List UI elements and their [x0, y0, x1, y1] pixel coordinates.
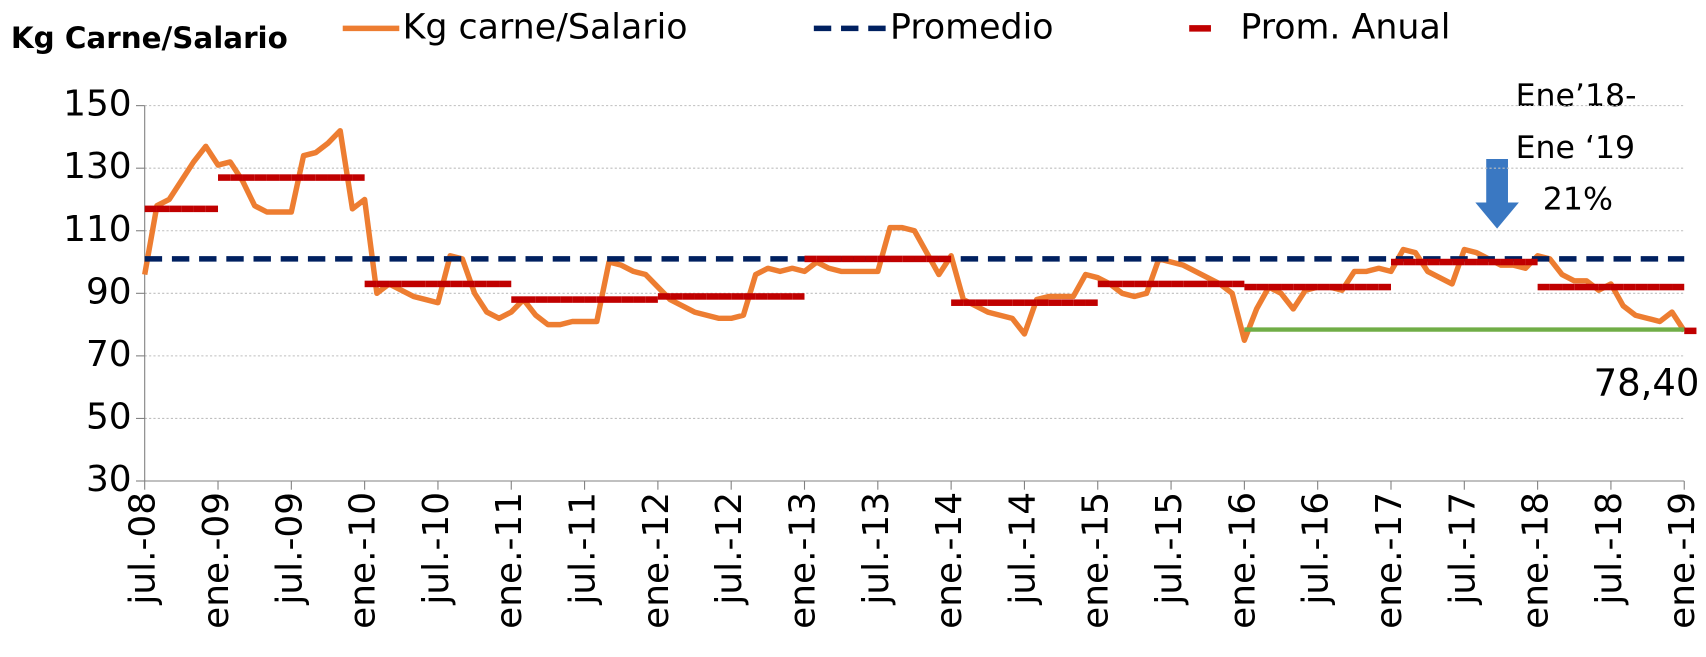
x-tick-label: jul.-08	[123, 492, 164, 606]
x-tick-label: ene.-13	[783, 492, 824, 629]
x-tick-label: ene.-17	[1369, 492, 1410, 629]
x-tick-label: ene.-10	[343, 492, 384, 629]
x-tick-label: jul.-16	[1296, 492, 1337, 606]
x-tick-label: ene.-15	[1076, 492, 1117, 629]
x-tick-label: jul.-12	[709, 492, 750, 606]
x-tick-label: jul.-14	[1002, 492, 1043, 606]
y-tick-label: 130	[63, 146, 132, 187]
x-tick-label: ene.-14	[929, 492, 970, 629]
legend-label: Kg carne/Salario	[403, 7, 688, 47]
x-tick-label: ene.-12	[636, 492, 677, 629]
x-tick-label: ene.-19	[1662, 492, 1703, 629]
data-line	[142, 127, 1687, 343]
x-tick-label: ene.-18	[1516, 492, 1557, 629]
x-tick-label: jul.-11	[563, 492, 604, 606]
x-tick-label: ene.-09	[196, 492, 237, 629]
x-tick-label: ene.-11	[489, 492, 530, 629]
legend-label: Prom. Anual	[1240, 7, 1450, 47]
annotation: Ene ‘19	[1516, 130, 1636, 166]
y-tick-label: 110	[63, 209, 132, 250]
legend-label: Promedio	[890, 7, 1054, 47]
y-tick-label: 50	[86, 396, 132, 437]
x-tick-label: ene.-16	[1222, 492, 1263, 629]
y-axis-title: Kg Carne/Salario	[11, 21, 288, 55]
annotation: 21%	[1543, 181, 1613, 217]
y-tick-label: 90	[86, 271, 132, 312]
y-tick-label: 70	[86, 334, 132, 375]
x-tick-label: jul.-18	[1589, 492, 1630, 606]
reference-label: 78,40	[1594, 362, 1700, 405]
y-tick-label: 30	[86, 459, 132, 500]
annotation: Ene’18-	[1516, 78, 1637, 114]
x-tick-label: jul.-17	[1442, 492, 1483, 606]
x-tick-label: jul.-09	[269, 492, 310, 606]
x-tick-label: jul.-10	[416, 492, 457, 606]
down-arrow	[1475, 158, 1519, 229]
x-tick-label: jul.-13	[856, 492, 897, 606]
x-tick-label: jul.-15	[1149, 492, 1190, 606]
y-tick-label: 150	[63, 84, 132, 125]
